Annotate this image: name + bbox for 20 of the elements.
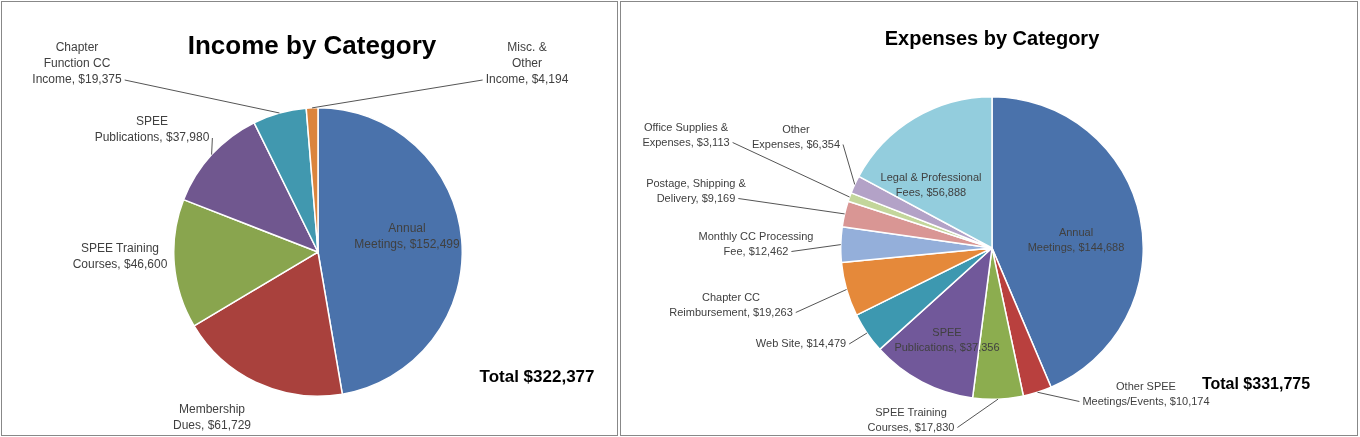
slice-label: Chapter CC Reimbursement, $19,263 — [669, 290, 793, 318]
slice-label: SPEE Training Courses, $46,600 — [72, 241, 168, 272]
text: Total $331,775 — [1201, 375, 1311, 393]
slice-label: Annual Meetings, $152,499 — [354, 221, 461, 252]
text: Total $322,377 — [479, 366, 595, 386]
slice-label: Membership Dues, $61,729 — [172, 402, 252, 433]
slice-label: Misc. & Other Income, $4,194 — [485, 40, 569, 87]
slice-label: Annual Meetings, $144,688 — [1027, 225, 1125, 253]
slice-label: Chapter Function CC Income, $19,375 — [32, 40, 123, 87]
slice-label: SPEE Publications, $37,356 — [894, 325, 1000, 353]
chart-title: Income by Category — [187, 30, 437, 61]
slice-label: Office Supplies & Expenses, $3,113 — [642, 120, 730, 148]
slice-label: Monthly CC Processing Fee, $12,462 — [698, 229, 814, 257]
slice-label: Other Expenses, $6,354 — [751, 122, 841, 150]
slice-label: Web Site, $14,479 — [755, 337, 847, 350]
chart-title: Expenses by Category — [884, 26, 1101, 49]
slice-label: Postage, Shipping & Delivery, $9,169 — [646, 176, 747, 204]
slice-label: SPEE Publications, $37,980 — [94, 114, 210, 145]
slice-label: Legal & Professional Fees, $56,888 — [880, 170, 982, 198]
slice-label: SPEE Training Courses, $17,830 — [867, 405, 955, 433]
